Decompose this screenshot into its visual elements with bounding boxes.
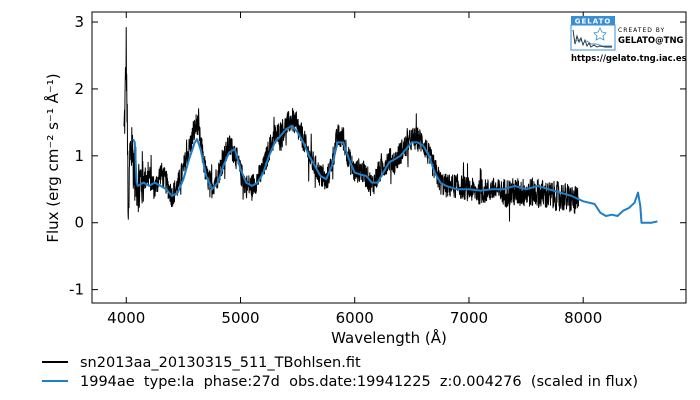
x-tick-label-5000: 5000 xyxy=(221,309,259,327)
y-tick-label--1: -1 xyxy=(69,281,84,299)
legend: sn2013aa_20130315_511_TBohlsen.fit 1994a… xyxy=(42,355,638,390)
x-tick-label-8000: 8000 xyxy=(564,309,602,327)
logo-created-by: CREATED BY xyxy=(618,27,665,34)
logo-star-icon xyxy=(593,27,607,41)
x-axis-label: Wavelength (Å) xyxy=(331,328,447,347)
series-layer xyxy=(123,27,658,224)
y-tick-label-1: 1 xyxy=(74,147,84,165)
y-tick-label-2: 2 xyxy=(74,80,84,98)
legend-label-template: 1994ae type:Ia phase:27d obs.date:199412… xyxy=(80,374,638,390)
series-line-0 xyxy=(123,27,580,222)
plot-frame xyxy=(91,11,687,304)
tick-layer: 4000 5000 6000 7000 8000 -1 0 1 2 3 xyxy=(69,12,686,327)
x-tick-label-6000: 6000 xyxy=(336,309,374,327)
y-tick-label-3: 3 xyxy=(74,13,84,31)
gelato-logo: GELATO CREATED BY GELATO@TNG https://gel… xyxy=(570,16,687,64)
x-tick-label-7000: 7000 xyxy=(450,309,488,327)
logo-spectrum-icon-blue xyxy=(574,38,612,47)
logo-url: https://gelato.tng.iac.es xyxy=(571,54,687,64)
y-axis-label: Flux (erg cm⁻² s⁻¹ Å⁻¹) xyxy=(43,73,62,242)
logo-org: GELATO@TNG xyxy=(618,36,684,46)
y-tick-label-0: 0 xyxy=(74,214,84,232)
logo-title-bar xyxy=(571,16,615,25)
logo-title: GELATO xyxy=(575,18,612,26)
logo-spectrum-icon xyxy=(572,29,612,48)
x-tick-label-4000: 4000 xyxy=(107,309,145,327)
series-line-1 xyxy=(132,124,658,224)
legend-label-observed: sn2013aa_20130315_511_TBohlsen.fit xyxy=(80,355,361,371)
